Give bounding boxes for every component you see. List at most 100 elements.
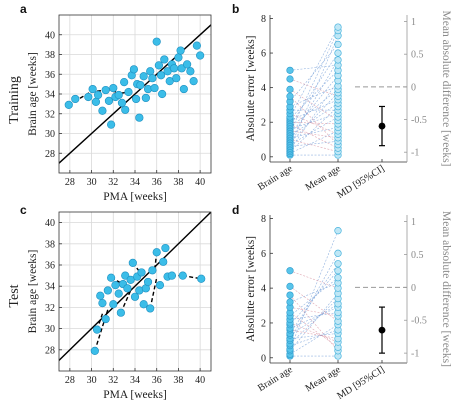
data-point [176,46,185,55]
pair-line [289,253,339,341]
data-point [114,90,123,100]
data-point [161,243,170,253]
y-axis-label: Brain age [weeks] [27,52,39,136]
y-tick-label: 40 [45,218,55,229]
pair-line [289,270,339,289]
brain-age-point [286,75,294,83]
mean-age-point [334,267,342,275]
pair-line [289,121,339,125]
y2-axis-label: Mean absolute difference [weeks] [440,11,452,167]
y-tick-label: 2 [261,318,266,329]
data-point [135,113,144,122]
y-tick-label: 38 [45,239,55,250]
plot-content [59,212,211,362]
y2-axis-label: Mean absolute difference [weeks] [440,211,452,367]
y-axis-label: Brain age [weeks] [27,250,39,334]
data-point [121,105,130,114]
brain-age-point [286,66,294,74]
y-tick-label: 2 [261,118,266,129]
y-tick-label: 6 [261,49,266,60]
pair-line [289,139,339,152]
panel-label: c [20,203,27,217]
y-axis-label: Absolute error [weeks] [245,236,257,342]
mean-age-point [334,249,342,257]
link-line [120,290,132,313]
data-point [101,85,110,95]
x-tick-label: 34 [130,177,140,188]
data-point [126,275,135,284]
pair-line [289,140,339,147]
x-tick-label: 34 [130,375,140,386]
data-point [116,308,125,317]
pair-line [289,294,339,352]
pair-line [289,102,339,137]
x-category-label: MD [95%CI] [335,163,386,201]
y2-tick-label: 0 [411,82,416,93]
pair-line [289,329,339,346]
y-tick-label: 0 [261,152,266,163]
data-point [143,277,153,287]
data-point [131,94,141,104]
x-axis-label: PMA [weeks] [103,389,167,401]
y-tick-label: 8 [261,14,266,25]
data-point [172,74,181,83]
y-tick-label: 4 [261,284,266,295]
pair-line [289,89,339,121]
y2-tick-label: 1 [411,217,416,228]
data-point [109,300,118,309]
data-point [152,248,161,257]
data-point [103,286,112,295]
y-tick-label: 28 [45,345,55,356]
x-category-label: MD [95%CI] [335,364,386,401]
data-point [107,120,116,129]
y-tick-label: 8 [261,214,266,225]
data-point [152,37,161,46]
data-point [91,97,101,106]
data-point [129,65,139,74]
y-axis-label: Absolute error [weeks] [245,35,257,141]
pair-line [289,113,339,135]
x-category-label: Mean age [304,163,344,193]
data-point [146,304,155,313]
x-tick-label: 38 [173,177,183,188]
data-point [141,93,150,103]
identity-line [59,23,211,165]
y2-tick-label: -0.5 [411,316,427,327]
data-point [123,284,132,293]
x-axis-label: PMA [weeks] [103,191,167,203]
y-tick-label: 36 [45,261,55,272]
data-point [114,289,123,298]
y2-tick-label: 0.5 [411,50,424,61]
data-point [111,281,120,290]
data-point [84,92,93,102]
pair-line [289,70,339,119]
data-point [156,71,166,80]
x-tick-label: 30 [87,177,97,188]
plot-content [59,23,211,165]
pair-line [289,127,339,139]
pair-line [289,306,339,317]
y-tick-label: 30 [45,129,55,140]
data-point [154,61,163,70]
pair-line [289,298,339,345]
brain-age-point [286,85,294,93]
x-tick-label: 40 [195,375,205,386]
data-point [109,83,118,93]
md-point [378,122,386,130]
pair-line [289,293,339,352]
x-tick-label: 28 [65,177,75,188]
data-point [104,96,114,106]
pair-line [289,116,339,145]
data-point [158,89,167,99]
row-label: Test [7,284,22,307]
data-point [137,268,146,277]
panel-label: d [232,203,239,217]
data-point [189,77,198,86]
data-point [196,51,205,60]
y2-tick-label: 0.5 [411,250,424,261]
y2-tick-label: -0.5 [411,115,427,126]
data-point [167,271,177,280]
y2-tick-label: 1 [411,17,416,28]
y-tick-label: 40 [45,30,55,41]
